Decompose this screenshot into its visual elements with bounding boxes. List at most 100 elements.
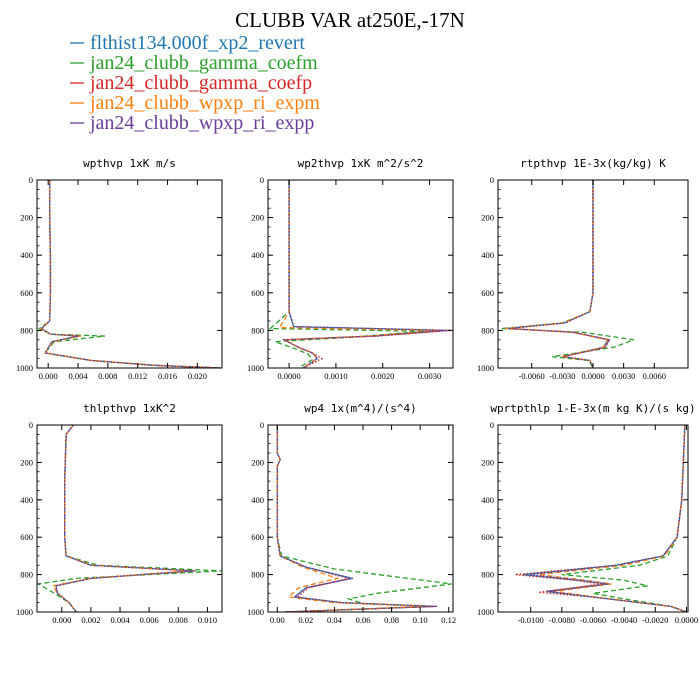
x-tick-label-4-2: 0.04 (327, 615, 343, 625)
legend-label-1: jan24_clubb_gamma_coefm (89, 52, 318, 74)
x-tick-label-0-5: 0.020 (188, 371, 207, 381)
y-tick-label-4-4: 800 (251, 570, 264, 580)
x-tick-label-5-0: -0.0100 (518, 615, 544, 625)
figure-title: CLUBB VAR at250E,-17N (235, 8, 465, 32)
x-tick-label-3-5: 0.010 (198, 615, 217, 625)
series-group-5 (515, 425, 687, 612)
legend-entry-1: jan24_clubb_gamma_coefm (70, 52, 318, 74)
legend-entry-0: flthist134.000f_xp2_revert (70, 32, 305, 54)
x-tick-label-1-2: 0.0020 (371, 371, 394, 381)
x-tick-label-0-4: 0.016 (158, 371, 177, 381)
y-tick-label-2-1: 200 (481, 213, 494, 223)
y-tick-label-4-3: 600 (251, 532, 264, 542)
y-tick-label-1-2: 400 (251, 250, 264, 260)
y-tick-label-4-0: 0 (260, 420, 264, 430)
x-tick-label-0-0: 0.000 (39, 371, 58, 381)
y-tick-label-2-5: 1000 (477, 363, 494, 373)
x-tick-label-4-5: 0.10 (413, 615, 428, 625)
y-tick-label-0-1: 200 (20, 213, 33, 223)
legend-label-2: jan24_clubb_gamma_coefp (89, 72, 312, 94)
x-tick-label-5-5: 0.0000 (675, 615, 698, 625)
y-tick-label-3-4: 800 (20, 570, 33, 580)
panel-title-5: wprtpthlp 1-E-3x(m kg K)/(s kg) (490, 402, 695, 415)
panel-frame-4 (267, 424, 454, 613)
series-group-1 (268, 180, 453, 368)
series-group-3 (37, 425, 222, 612)
legend-label-4: jan24_clubb_wpxp_ri_expp (89, 112, 314, 134)
x-tick-label-5-4: -0.0020 (642, 615, 668, 625)
x-tick-label-2-3: 0.0030 (612, 371, 635, 381)
x-tick-label-5-1: -0.0080 (549, 615, 575, 625)
legend-entry-2: jan24_clubb_gamma_coefp (70, 72, 312, 94)
y-tick-label-5-5: 1000 (477, 607, 494, 617)
series-line-4-0 (276, 425, 435, 612)
panel-0: wpthvp 1xK m/s 0 200 400 600 800 1000 0.000 0.00… (16, 157, 223, 381)
series-line-5-4 (530, 425, 687, 612)
series-line-4-4 (276, 425, 438, 612)
x-tick-label-2-2: 0.0000 (581, 371, 604, 381)
x-tick-label-3-0: 0.000 (52, 615, 71, 625)
series-line-2-2 (509, 180, 611, 368)
y-tick-label-3-3: 600 (20, 532, 33, 542)
x-tick-label-1-1: 0.0010 (324, 371, 347, 381)
panel-2: rtpthvp 1E-3x(kg/kg) K 0 200 400 600 800 1000 -… (477, 157, 689, 381)
series-line-1-4 (281, 180, 444, 368)
x-tick-label-2-4: 0.0060 (643, 371, 666, 381)
y-tick-label-3-1: 200 (20, 457, 33, 467)
x-tick-label-4-1: 0.02 (298, 615, 313, 625)
y-tick-label-3-2: 400 (20, 495, 33, 505)
legend-label-0: flthist134.000f_xp2_revert (90, 32, 305, 54)
y-tick-label-5-1: 200 (481, 457, 494, 467)
panel-5: wprtpthlp 1-E-3x(m kg K)/(s kg) 0 200 400 60… (477, 402, 698, 625)
y-tick-label-2-3: 600 (481, 288, 494, 298)
series-line-2-4 (508, 180, 611, 368)
y-tick-label-1-5: 1000 (247, 363, 264, 373)
y-tick-label-4-2: 400 (251, 495, 264, 505)
x-tick-label-3-1: 0.002 (81, 615, 100, 625)
legend: flthist134.000f_xp2_revert jan24_clubb_g… (70, 32, 320, 134)
x-tick-label-0-3: 0.012 (128, 371, 147, 381)
series-line-5-1 (561, 425, 687, 612)
panel-title-0: wpthvp 1xK m/s (83, 157, 176, 170)
panel-4: wp4 1x(m^4)/(s^4) 0 200 400 600 800 1000 0.00 0.… (247, 402, 456, 625)
x-tick-label-1-3: 0.0030 (418, 371, 441, 381)
y-tick-label-2-2: 400 (481, 250, 494, 260)
x-tick-label-4-3: 0.06 (356, 615, 371, 625)
y-tick-label-3-5: 1000 (16, 607, 33, 617)
y-tick-label-5-0: 0 (490, 420, 494, 430)
x-tick-label-4-4: 0.08 (384, 615, 399, 625)
x-tick-label-3-3: 0.006 (140, 615, 159, 625)
panel-3: thlpthvp 1xK^2 0 200 400 600 800 1000 0.000 0.00… (16, 402, 223, 625)
panel-title-3: thlpthvp 1xK^2 (83, 402, 176, 415)
y-tick-label-0-5: 1000 (16, 363, 33, 373)
series-line-3-3 (51, 425, 190, 612)
series-line-2-3 (505, 180, 609, 368)
x-tick-label-4-6: 0.12 (441, 615, 456, 625)
x-tick-label-2-0: -0.0060 (519, 371, 545, 381)
x-tick-label-3-4: 0.008 (169, 615, 188, 625)
series-line-3-0 (55, 425, 193, 612)
y-tick-label-1-4: 800 (251, 325, 264, 335)
legend-entry-4: jan24_clubb_wpxp_ri_expp (70, 112, 314, 134)
y-tick-label-4-1: 200 (251, 457, 264, 467)
series-line-0-1 (37, 180, 221, 368)
x-tick-label-3-2: 0.004 (110, 615, 130, 625)
x-tick-label-5-3: -0.0040 (611, 615, 637, 625)
series-line-5-2 (515, 425, 687, 612)
y-tick-label-1-0: 0 (260, 175, 264, 185)
y-tick-label-5-3: 600 (481, 532, 494, 542)
panel-title-1: wp2thvp 1xK m^2/s^2 (298, 157, 424, 170)
x-tick-label-2-1: -0.0030 (549, 371, 575, 381)
series-line-4-2 (276, 425, 435, 612)
x-tick-label-4-0: 0.00 (270, 615, 285, 625)
legend-entry-3: jan24_clubb_wpxp_ri_expm (70, 92, 320, 114)
panel-title-4: wp4 1x(m^4)/(s^4) (304, 402, 417, 415)
panel-frame-5 (497, 424, 689, 613)
panel-title-2: rtpthvp 1E-3x(kg/kg) K (520, 157, 666, 170)
y-tick-label-4-5: 1000 (247, 607, 264, 617)
y-tick-label-3-0: 0 (29, 420, 33, 430)
series-group-4 (276, 425, 452, 612)
y-tick-label-2-4: 800 (481, 325, 494, 335)
